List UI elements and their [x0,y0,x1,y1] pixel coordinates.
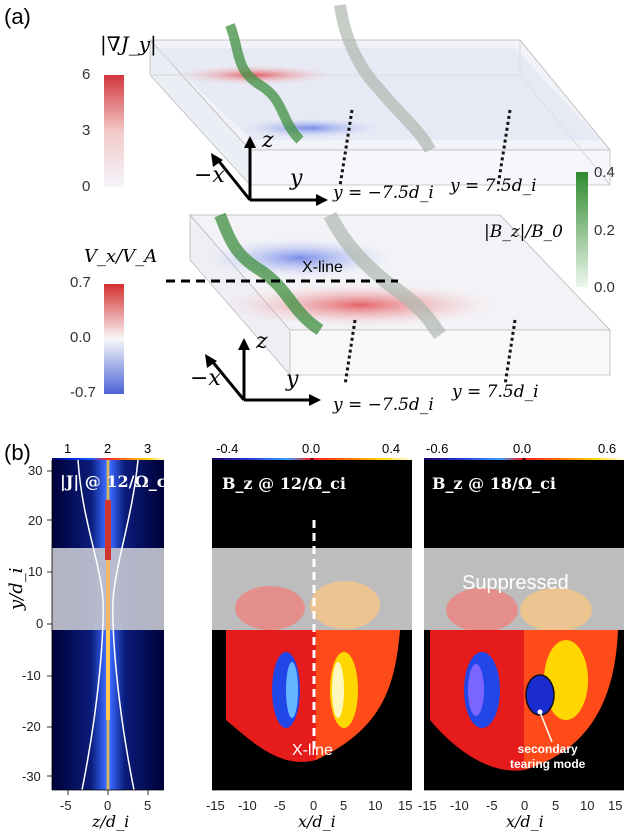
bz-colorbar [576,172,588,287]
map-j-magnitude [51,458,164,791]
panel-a-bottom-box [166,211,611,386]
grad-jy-colorbar [104,75,124,187]
axis-y-bottom: y [286,367,299,392]
map2-xtick-7: 15 [398,798,413,813]
map-bz-18 [424,458,624,791]
bz-colorbar-label: |B_z|/B_0 [484,222,563,242]
secondary-tearing-annotation: secondary tearing mode [510,742,585,772]
bz12-cbar-tick-2: 0.0 [302,441,321,456]
cut-label-top-1: y = −7.5d_i [333,183,434,203]
map3-xtick-6: 10 [580,798,595,813]
map1-xlabel: z/d_i [92,812,130,831]
j-cbar-tick-1: 1 [64,441,72,456]
grad-jy-tick-mid: 3 [82,122,91,139]
xline-label-3d: X-line [302,259,343,276]
ytick-20: 20 [28,513,43,528]
axis-x-top: −x [194,163,225,188]
vx-colorbar-label: V_x/V_A [84,246,158,267]
bz18-cbar-tick-1: -0.6 [426,441,449,456]
cut-label-bottom-1: y = −7.5d_i [333,395,434,415]
map3-xtick-4: 0 [521,798,529,813]
map-bz18-title: B_z @ 18/Ω_ci [432,474,556,493]
map2-xtick-3: -5 [274,798,286,813]
map2-xlabel: x/d_i [298,812,336,831]
vx-tick-top: 0.7 [70,274,91,291]
bz18-cbar-tick-3: 0.6 [598,441,617,456]
axes-triad-bottom [205,338,321,406]
xline-annotation: X-line [292,742,333,759]
ytick-10: 10 [28,564,43,579]
secondary-tearing-line-2: tearing mode [510,757,586,771]
bz18-cbar-tick-2: 0.0 [513,441,532,456]
map3-xtick-5: 5 [552,798,560,813]
axis-x-bottom: −x [190,366,221,391]
map3-xtick-7: 15 [608,798,623,813]
grad-jy-tick-top: 6 [82,66,91,83]
map-bz-12 [212,458,412,791]
vx-tick-bottom: -0.7 [70,384,96,401]
axis-z-top: z [262,128,274,153]
map3-xtick-1: -15 [418,798,437,813]
map2-xtick-4: 0 [310,798,318,813]
axis-z-bottom: z [256,329,268,354]
j-cbar-tick-2: 2 [104,441,112,456]
bz12-cbar-tick-1: -0.4 [216,441,239,456]
map1-xtick-2: 0 [104,798,112,813]
vx-tick-mid: 0.0 [70,329,91,346]
map3-xlabel: x/d_i [506,812,544,831]
map2-xtick-5: 5 [340,798,348,813]
map3-xtick-3: -5 [486,798,498,813]
axes-triad-top [211,136,328,206]
panel-b-label: (b) [4,440,31,465]
suppressed-annotation: Suppressed [462,572,569,594]
map-tick-marks [47,470,149,795]
axis-y-top: y [290,166,303,191]
j-cbar-tick-3: 3 [144,441,152,456]
grad-jy-tick-bottom: 0 [82,178,91,195]
vx-colorbar [104,284,124,394]
bz-tick-top: 0.4 [594,164,615,181]
map1-xtick-3: 5 [144,798,152,813]
ytick-0: 0 [36,616,44,631]
cut-label-bottom-2: y = 7.5d_i [452,382,539,402]
ytick-m20: -20 [22,719,41,734]
ytick-m30: -30 [22,769,41,784]
map3-xtick-2: -10 [450,798,469,813]
panel-a-top-box [149,4,611,187]
y-axis-label: y/d_i [6,567,27,610]
grad-jy-colorbar-label: |∇J_y| [100,32,157,56]
map2-xtick-2: -10 [238,798,257,813]
map-j-title: |J| @ 12/Ω_ci [60,472,173,491]
ytick-m10: -10 [22,668,41,683]
map2-xtick-6: 10 [368,798,383,813]
map-bz12-title: B_z @ 12/Ω_ci [222,474,346,493]
map1-xtick-1: -5 [60,798,72,813]
map2-xtick-1: -15 [206,798,225,813]
cut-label-top-2: y = 7.5d_i [450,176,537,196]
panel-a-label: (a) [4,4,31,29]
ytick-30: 30 [28,463,43,478]
secondary-tearing-line-1: secondary [517,742,578,756]
bz12-cbar-tick-3: 0.4 [382,441,401,456]
bz-tick-bottom: 0.0 [594,279,615,296]
bz-tick-mid: 0.2 [594,222,615,239]
